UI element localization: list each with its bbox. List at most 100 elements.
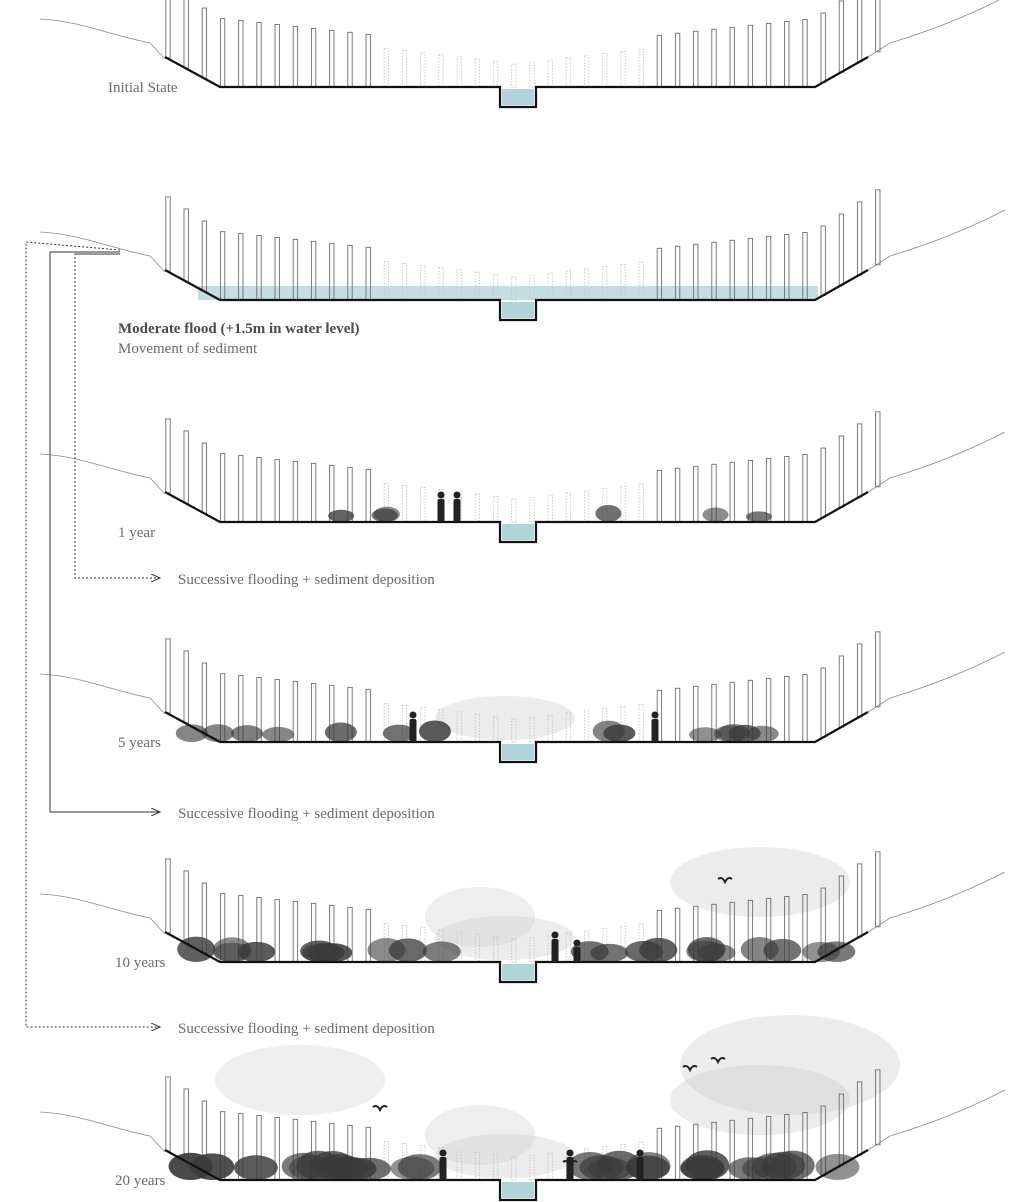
left-slope-line <box>39 18 166 60</box>
timber-post <box>602 53 608 88</box>
person-silhouette <box>566 1149 574 1157</box>
timber-post <box>183 870 189 944</box>
ground-profile <box>164 269 869 322</box>
vegetation-tuft <box>592 720 625 742</box>
timber-post <box>656 469 663 523</box>
timber-post <box>310 27 317 88</box>
timber-post <box>838 0 845 73</box>
timber-post <box>547 494 553 523</box>
right-slope-line <box>864 0 1000 60</box>
timber-post <box>292 460 299 523</box>
timber-post <box>693 465 699 523</box>
timber-post <box>693 30 699 88</box>
person-silhouette <box>566 1157 574 1180</box>
vegetation-tuft <box>175 724 208 743</box>
timber-post <box>875 631 881 708</box>
timber-post <box>420 265 426 301</box>
flow-label-2: Successive flooding + sediment depositio… <box>178 806 435 822</box>
timber-post <box>856 643 863 718</box>
person-silhouette <box>453 499 461 522</box>
stage-initial-state <box>39 0 1000 109</box>
bird-icon <box>717 877 733 885</box>
vegetation-tuft <box>802 941 841 962</box>
timber-post <box>820 225 826 296</box>
timber-post <box>565 270 572 301</box>
timber-post <box>875 1069 881 1146</box>
timber-post <box>565 712 572 743</box>
person-silhouette <box>551 939 559 962</box>
timber-post <box>529 62 535 88</box>
timber-post <box>201 442 208 514</box>
ground-profile <box>164 56 869 109</box>
stage-label-initial: Initial State <box>108 80 178 96</box>
stage-label-1-year: 1 year <box>118 525 155 541</box>
person-silhouette <box>439 1149 447 1157</box>
timber-post <box>274 23 280 88</box>
timber-post <box>820 447 826 518</box>
vegetation-tuft <box>190 1153 235 1180</box>
timber-post <box>420 52 426 88</box>
vegetation-tuft <box>324 1156 369 1180</box>
left-slope-line <box>39 893 166 935</box>
stage-label-20-years: 20 years <box>115 1173 166 1189</box>
left-slope-line <box>39 1111 166 1153</box>
timber-post <box>201 7 208 79</box>
timber-post <box>529 937 535 963</box>
person-silhouette <box>409 711 417 719</box>
left-slope-line <box>39 231 166 273</box>
timber-post <box>547 59 553 88</box>
timber-post <box>529 1155 535 1181</box>
vegetation-tuft <box>328 509 355 522</box>
timber-post <box>274 898 280 963</box>
timber-post <box>474 493 481 523</box>
vegetation-tuft <box>418 720 451 742</box>
timber-post <box>165 1076 171 1152</box>
timber-post <box>565 492 572 523</box>
person-silhouette <box>636 1157 644 1180</box>
flow-arrow-2 <box>49 251 160 812</box>
timber-post <box>165 858 171 934</box>
timber-post <box>347 31 353 88</box>
timber-post <box>292 25 299 88</box>
ground-profile <box>164 711 869 764</box>
ground-profile <box>164 931 869 984</box>
timber-post <box>492 61 499 88</box>
timber-post <box>292 900 299 963</box>
timber-post <box>638 483 644 523</box>
bird-icon <box>372 1105 388 1113</box>
timber-post <box>201 662 208 734</box>
vegetation-tuft <box>595 504 622 522</box>
right-slope-line <box>864 431 1006 495</box>
vegetation-tuft <box>397 1154 442 1180</box>
timber-post <box>674 1125 681 1181</box>
vegetation-tuft <box>288 1155 333 1181</box>
timber-post <box>729 26 735 88</box>
timber-post <box>438 267 444 301</box>
timber-post <box>802 454 808 523</box>
bird-icon <box>682 1065 698 1073</box>
timber-post <box>238 455 244 523</box>
vegetation-tuft <box>231 725 264 742</box>
timber-post <box>165 196 171 272</box>
vegetation-tuft <box>624 940 663 962</box>
timber-post <box>656 34 663 88</box>
timber-post <box>583 55 590 88</box>
timber-post <box>219 18 226 88</box>
timber-post <box>511 63 517 88</box>
grass-haze <box>435 696 575 740</box>
timber-post <box>511 938 517 963</box>
left-slope-line <box>39 453 166 495</box>
timber-post <box>638 703 644 743</box>
timber-post <box>529 497 535 523</box>
person-silhouette <box>551 931 559 939</box>
person-silhouette <box>651 719 659 742</box>
channel-water <box>502 1182 534 1198</box>
timber-post <box>383 47 390 88</box>
timber-post <box>165 638 171 714</box>
right-slope-line <box>864 209 1006 273</box>
timber-post <box>583 490 590 523</box>
timber-post <box>274 458 280 523</box>
person-silhouette <box>573 939 581 947</box>
stage-label-flood: Moderate flood (+1.5m in water level) <box>118 321 360 337</box>
timber-post <box>511 1156 517 1181</box>
